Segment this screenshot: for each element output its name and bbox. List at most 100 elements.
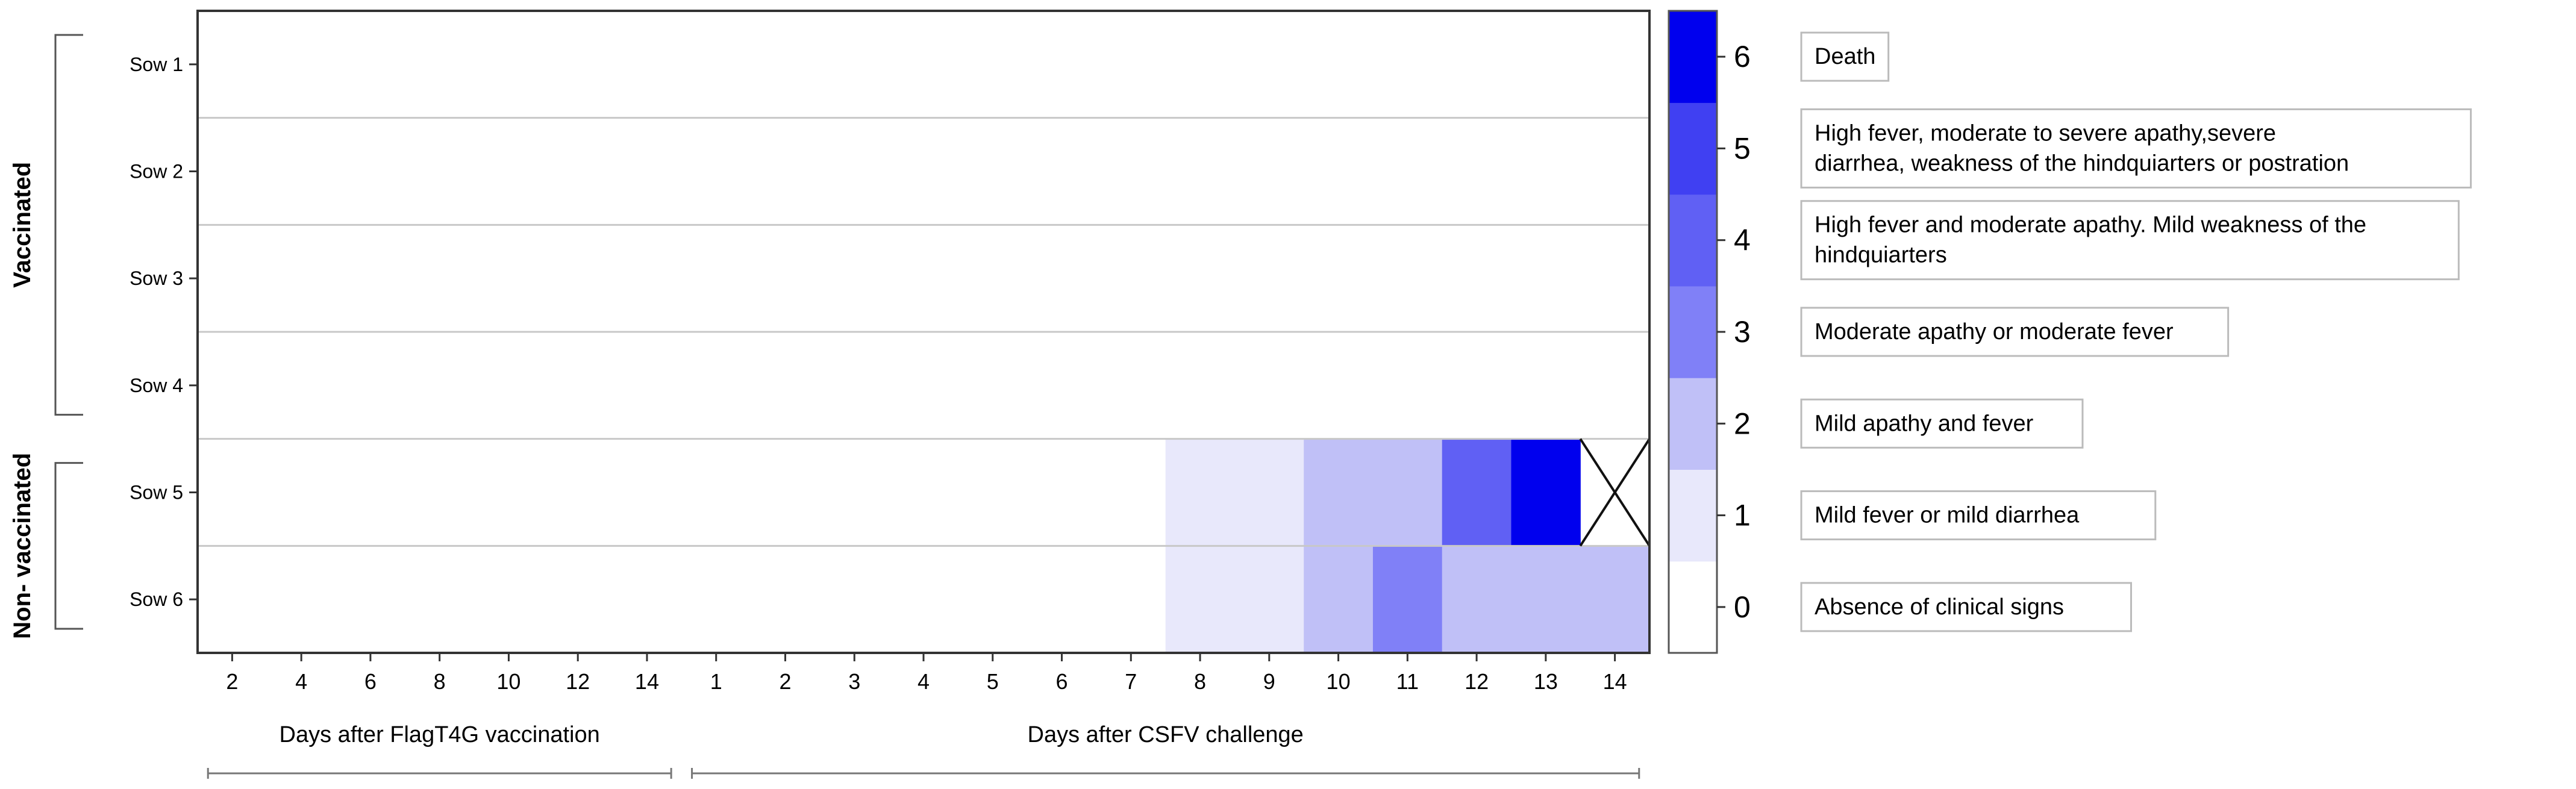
heatmap-cell [1372,11,1443,119]
scale-band [1669,194,1717,287]
heatmap-cell [198,546,267,653]
group-bracket [54,34,83,416]
scale-tick-label: 1 [1734,499,1751,532]
column-tick-label: 14 [1603,669,1627,694]
heatmap-cell [266,117,337,225]
heatmap-cell [336,225,405,332]
heatmap-cell [1304,225,1374,332]
heatmap-cell [1372,117,1443,225]
heatmap-cell [681,546,751,653]
column-tick-label: 3 [848,669,860,694]
scale-band [1669,11,1717,103]
heatmap-cell [751,438,821,546]
heatmap-cell [543,332,613,440]
heatmap-cell [751,332,821,440]
heatmap-cell [889,117,958,225]
column-tick-label: 4 [295,669,307,694]
heatmap-cell [1165,546,1236,653]
heatmap-cell [1304,546,1374,653]
row-label: Sow 4 [130,375,183,396]
legend-box [1800,582,2132,632]
heatmap-cell [266,11,337,119]
heatmap-cell [1234,225,1304,332]
heatmap-cell [543,11,613,119]
heatmap-cell [336,546,405,653]
legend-text: High fever, moderate to severe apathy,se… [1815,120,2276,146]
heatmap-cell [751,225,821,332]
heatmap-cell [1511,225,1581,332]
heatmap-cell [1096,332,1166,440]
heatmap-cell [612,438,682,546]
heatmap-cell [1096,117,1166,225]
heatmap-cell [1580,332,1650,440]
heatmap-cell [819,225,890,332]
heatmap-cell [1511,546,1581,653]
heatmap-cell [1165,11,1236,119]
column-tick-label: 14 [635,669,659,694]
heatmap-cell [1372,332,1443,440]
heatmap-cell [889,546,958,653]
heatmap-cell [1096,438,1166,546]
heatmap-cell [474,11,544,119]
heatmap-cell [543,117,613,225]
heatmap-cell [681,438,751,546]
crossed-cells [1579,438,1651,547]
heatmap-cell [266,332,337,440]
heatmap-cell [1442,438,1512,546]
heatmap-cell [1027,11,1097,119]
heatmap-cell [889,11,958,119]
row-label: Sow 2 [130,161,183,182]
heatmap-cell [405,225,475,332]
heatmap-cell [474,332,544,440]
heatmap-cell [681,11,751,119]
heatmap-cell [612,225,682,332]
scale-band [1669,469,1717,562]
legend-text: Mild fever or mild diarrhea [1815,503,2080,528]
period-axis-labels: Days after FlagT4G vaccination Days after… [207,722,1640,779]
heatmap-cell [266,225,337,332]
heatmap-cell [474,438,544,546]
heatmap-cell [612,117,682,225]
heatmap-cell [612,546,682,653]
heatmap-cell [336,332,405,440]
scale-band [1669,102,1717,195]
heatmap-cell [1027,332,1097,440]
heatmap-cell [1096,11,1166,119]
heatmap-cell [1234,438,1304,546]
heatmap-cell [1442,117,1512,225]
heatmap-cell [1580,117,1650,225]
heatmap-cell [751,11,821,119]
column-tick-label: 7 [1125,669,1137,694]
heatmap-cell [958,546,1028,653]
heatmap-cell [889,225,958,332]
heatmap-cell [958,225,1028,332]
legend-text: hindquiarters [1815,243,1947,268]
heatmap-cell [266,546,337,653]
column-tick-label: 11 [1396,669,1419,694]
scale-tick-label: 3 [1734,315,1751,349]
heatmap-cell [958,11,1028,119]
column-tick-label: 12 [566,669,590,694]
heatmap-cell [198,332,267,440]
legend-text: Mild apathy and fever [1815,411,2034,436]
column-tick-label: 10 [1327,669,1351,694]
heatmap-cell [1234,546,1304,653]
heatmap-cell [474,225,544,332]
heatmap-cell [1442,546,1512,653]
heatmap-cell [681,225,751,332]
row-label: Sow 6 [130,588,183,610]
column-tick-label: 4 [918,669,930,694]
heatmap-cell [1442,11,1512,119]
legend-text: Moderate apathy or moderate fever [1815,319,2174,345]
period-label: Days after CSFV challenge [1028,722,1304,747]
heatmap-cell [1165,438,1236,546]
heatmap-cell [405,438,475,546]
heatmap-cell [1096,546,1166,653]
heatmap-cell [1580,546,1650,653]
heatmap-cell [198,225,267,332]
column-tick-label: 5 [987,669,999,694]
heatmap-cell [958,332,1028,440]
legend-text: diarrhea, weakness of the hindquiarters … [1815,151,2349,176]
scale-tick-label: 5 [1734,131,1751,165]
